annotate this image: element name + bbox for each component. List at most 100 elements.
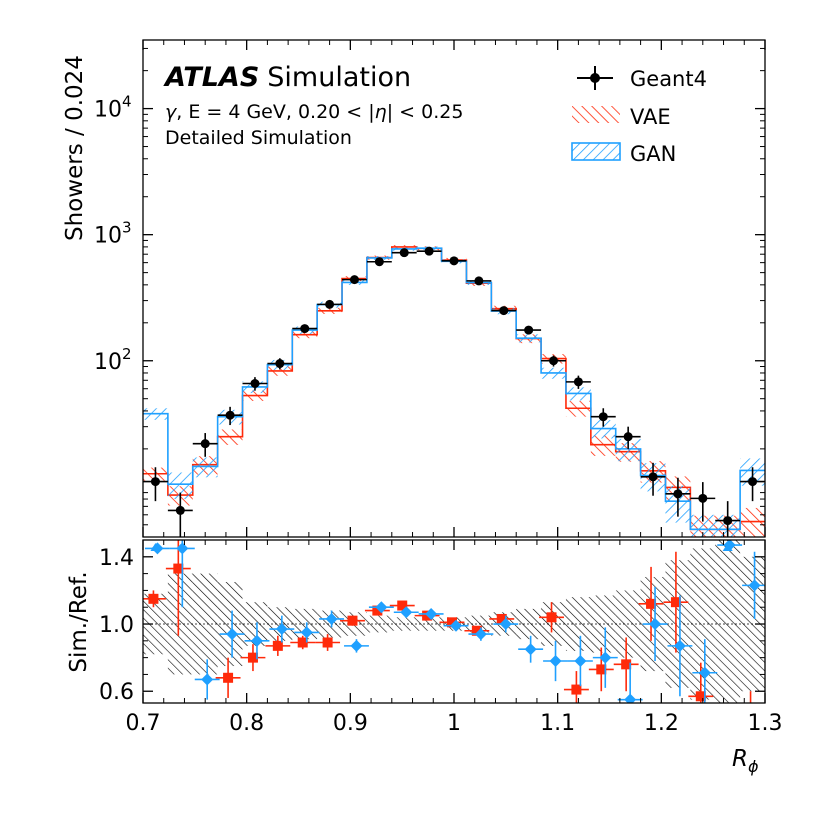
gan-ratio-point	[692, 639, 718, 703]
gan-ratio-point	[567, 635, 593, 687]
gan-ratio-marker	[176, 542, 189, 555]
main-panel-frame	[142, 39, 766, 538]
gan-ratio-marker	[723, 540, 736, 552]
geant4-point	[441, 256, 467, 266]
vae-ratio-point	[265, 635, 291, 656]
gan-ratio-marker	[275, 623, 288, 636]
vae-ratio-marker	[670, 597, 681, 608]
geant4-marker	[150, 477, 160, 487]
gan-ratio-offscale-arrow	[150, 543, 161, 551]
geant4-marker	[698, 493, 708, 503]
vae-ratio-marker	[173, 563, 184, 574]
geant4-point	[267, 358, 293, 370]
vae-ratio-marker	[571, 684, 582, 695]
geant4-point	[342, 275, 367, 285]
gan-ratio-point	[543, 640, 568, 682]
geant4-point	[466, 276, 492, 286]
gan-ratio-point	[642, 587, 668, 661]
geant4-marker	[250, 379, 260, 389]
geant4-marker	[549, 356, 559, 366]
geant4-marker	[748, 477, 758, 487]
legend-vae-label: VAE	[630, 105, 671, 129]
vae-ratio-point	[240, 644, 266, 672]
gan-ratio-point	[717, 540, 743, 552]
geant4-ratio-band-bin	[565, 597, 591, 651]
geant4-point	[391, 248, 417, 258]
vae-ratio-marker	[546, 612, 557, 623]
legend-gan-label: GAN	[630, 142, 676, 166]
vae-ratio-point	[315, 634, 341, 651]
energy-eta-label: γ, E = 4 GeV, 0.20 < |η| < 0.25	[165, 101, 463, 123]
geant4-point	[565, 375, 591, 389]
vae-ratio-point	[143, 590, 166, 608]
vae-ratio-point	[215, 657, 241, 698]
gan-ratio-point	[219, 610, 245, 658]
geant4-point	[491, 306, 517, 316]
vae-ratio-point	[563, 671, 589, 703]
ratio-y-tick-label: 1.0	[99, 613, 134, 638]
vae-ratio-point	[663, 551, 689, 653]
gan-ratio-marker	[698, 666, 711, 679]
vae-ratio-marker	[247, 652, 258, 663]
geant4-marker	[499, 306, 509, 316]
gan-ratio-point	[493, 615, 519, 633]
gan-ratio-point	[294, 622, 320, 643]
geant4-marker	[200, 439, 210, 449]
vae-band-bin	[590, 435, 616, 456]
geant4-marker	[399, 248, 409, 258]
gan-ratio-point	[742, 551, 765, 619]
vae-ratio-point	[588, 647, 614, 692]
gan-ratio-point	[393, 606, 419, 619]
axes: 0.7 0.8 0.9 1 1.1 1.2 1.3 102 103 104 0.6 1.0 1.4	[94, 40, 783, 736]
geant4-marker	[275, 359, 285, 369]
x-axis-label: Rϕ	[732, 746, 759, 776]
simulation-type-label: Detailed Simulation	[165, 127, 352, 149]
ratio-plot-area	[143, 540, 765, 703]
vae-ratio-point	[638, 566, 664, 641]
legend-item-geant4: Geant4	[577, 66, 707, 91]
geant4-marker	[673, 489, 683, 499]
gan-ratio-marker	[649, 618, 662, 631]
gan-ratio-point	[194, 659, 220, 700]
gan-ratio-marker	[375, 601, 388, 614]
vae-ratio-marker	[223, 672, 234, 683]
legend-vae-swatch	[572, 106, 620, 123]
vae-ratio-point	[539, 602, 564, 633]
vae-ratio-marker	[695, 691, 706, 702]
geant4-ratio-band-bin	[665, 560, 691, 688]
gan-ratio-marker	[624, 693, 637, 703]
geant4-point	[217, 406, 243, 426]
geant4-marker	[424, 246, 434, 256]
geant4-point	[242, 377, 268, 391]
main-y-tick-label: 104	[94, 93, 132, 123]
geant4-marker	[598, 412, 608, 422]
gan-ratio-marker	[574, 654, 587, 667]
gan-ratio-point	[592, 627, 618, 688]
gan-ratio-point	[269, 615, 295, 643]
gan-ratio-point	[169, 540, 195, 608]
gan-ratio-marker	[201, 673, 214, 686]
gan-band-bin	[615, 438, 641, 462]
vae-ratio-marker	[148, 593, 159, 604]
atlas-label: ATLAS Simulation	[163, 62, 411, 93]
vae-ratio-marker	[397, 600, 408, 611]
geant4-point	[690, 482, 716, 522]
vae-ratio-marker	[447, 617, 457, 628]
geant4-point	[317, 299, 343, 309]
x-tick-label: 1	[447, 711, 461, 736]
vae-ratio-point	[749, 691, 752, 703]
gan-ratio-point	[244, 622, 270, 660]
gan-band-bin	[192, 457, 218, 478]
vae-ratio-point	[613, 637, 639, 692]
gan-band-bin	[690, 514, 716, 537]
geant4-point	[366, 257, 392, 267]
gan-ratio-point	[518, 635, 544, 663]
geant4-marker	[524, 325, 534, 335]
geant4-ratio-band-bin	[416, 617, 442, 631]
gan-ratio-point	[617, 662, 643, 703]
ratio-y-axis-label: Sim./Ref.	[66, 571, 92, 672]
gan-ratio-marker	[748, 579, 761, 592]
geant4-point	[416, 246, 442, 256]
main-plot-area	[143, 245, 765, 537]
